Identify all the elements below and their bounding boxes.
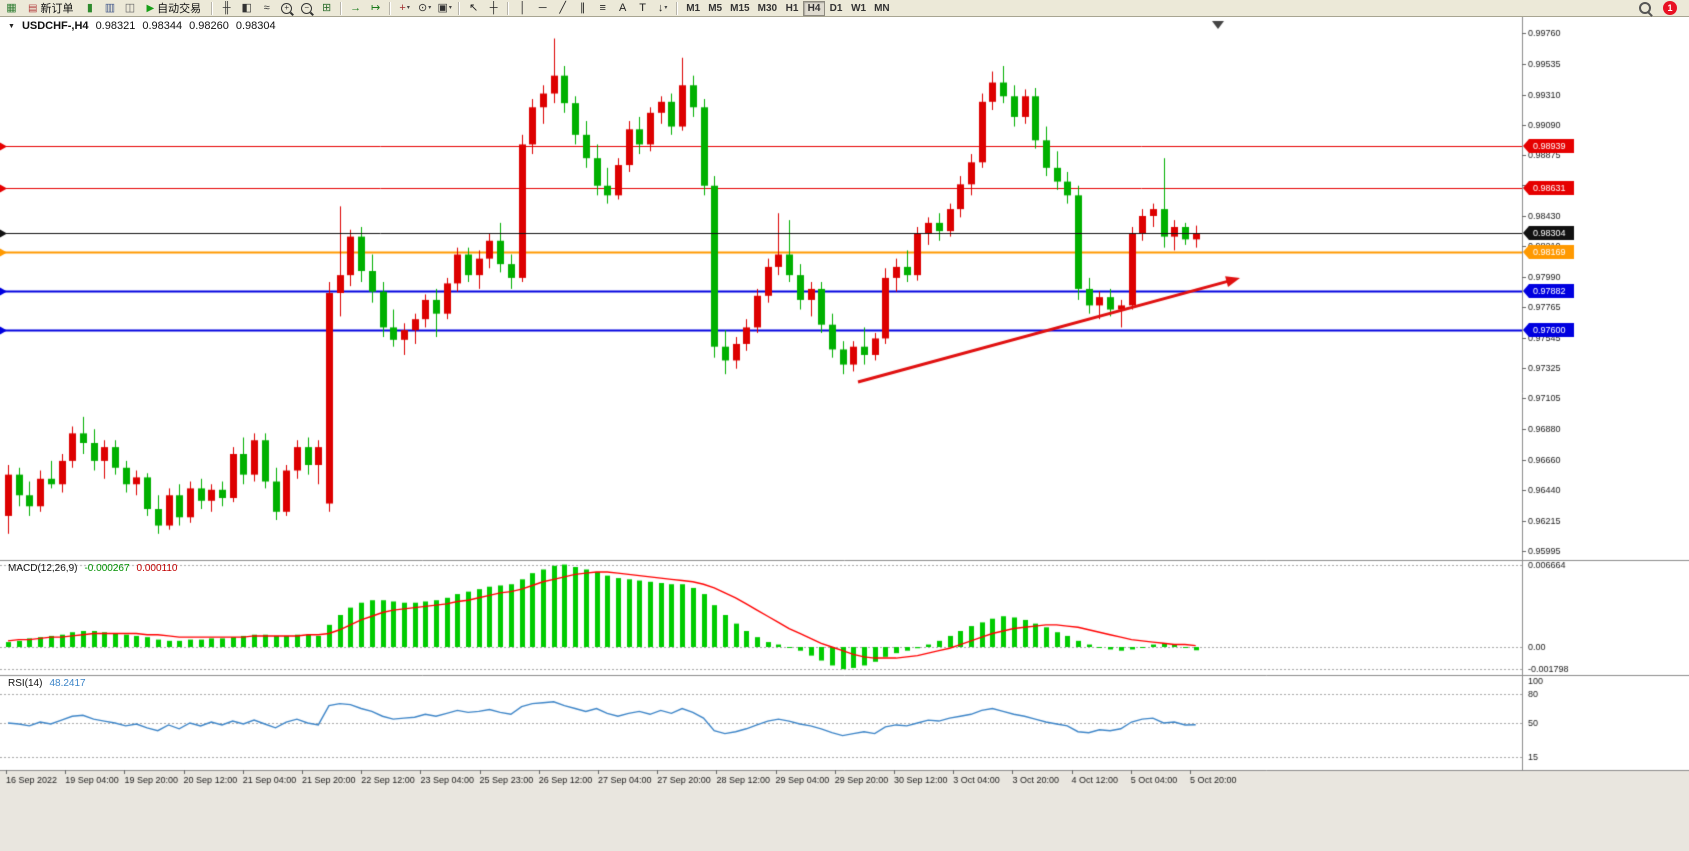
bar-chart-icon[interactable]: ╫: [222, 1, 231, 14]
periods-icon[interactable]: ⊙ ▾: [418, 1, 432, 14]
indicators-icon[interactable]: + ▾: [399, 1, 410, 14]
timeframe-m30[interactable]: M30: [754, 1, 781, 16]
timeframe-d1[interactable]: D1: [825, 1, 847, 16]
chart-area: ▼ USDCHF-,H4 0.98321 0.98344 0.98260 0.9…: [0, 17, 1689, 851]
timeframe-h1[interactable]: H1: [781, 1, 803, 16]
text-icon[interactable]: A: [618, 1, 627, 14]
arrows-icon[interactable]: ↓ ▾: [657, 1, 668, 14]
chart-shift-icon[interactable]: ↦: [371, 1, 381, 14]
zoom-in-icon-glyph: +: [281, 2, 293, 14]
timeframe-m1[interactable]: M1: [682, 1, 704, 16]
toolbar-separator: [507, 1, 510, 15]
indicators-icon-caret: ▾: [406, 4, 410, 11]
auto-trading-button-label: 自动交易: [157, 3, 202, 15]
candlestick-chart-icon[interactable]: ◧: [241, 1, 252, 14]
new-order-icon: ▤: [28, 2, 38, 14]
tile-windows-icon[interactable]: ⊞: [322, 1, 332, 14]
timeframe-mn[interactable]: MN: [870, 1, 894, 16]
line-chart-icon[interactable]: ≈: [263, 1, 270, 14]
toolbar-separator: [211, 1, 214, 15]
vertical-line-icon[interactable]: │: [519, 1, 527, 14]
zoom-in-icon[interactable]: +: [277, 0, 296, 17]
toolbar-separator: [458, 1, 461, 15]
auto-scroll-icon[interactable]: →: [350, 1, 362, 14]
templates-icon[interactable]: ▣ ▾: [437, 1, 452, 14]
toolbar: ▦ ▤ 新订单 ▮ ▥ ◫ ▶ 自动交易 ╫ ◧ ≈ + − ⊞ → ↦ + ▾ ⊙ ▾ ▣ ▾ ↖ ┼ │ ─ ╱ ∥ ≡ A T ↓ ▾ M1…: [0, 0, 1689, 17]
toolbar-separator: [676, 1, 679, 15]
fibonacci-icon[interactable]: ≡: [599, 1, 606, 14]
notification-badge[interactable]: 1: [1663, 1, 1677, 15]
autotrading-play-icon: ▶: [146, 2, 155, 14]
timeframe-h4[interactable]: H4: [803, 0, 826, 16]
trendline-icon[interactable]: ╱: [559, 1, 566, 14]
zoom-out-icon-glyph: −: [301, 2, 313, 14]
label-icon[interactable]: T: [639, 1, 647, 14]
timeframe-m15[interactable]: M15: [726, 1, 753, 16]
timeframe-group: M1 M5 M15 M30 H1 H4 D1 W1 MN: [682, 0, 894, 16]
mobile-app-icon[interactable]: ▮: [86, 1, 93, 14]
one-click-trading-toggle[interactable]: ▼: [8, 22, 15, 30]
arrows-icon-caret: ▾: [664, 4, 668, 11]
zoom-out-icon[interactable]: −: [297, 0, 316, 17]
new-order-button-label: 新订单: [40, 3, 74, 15]
crosshair-icon[interactable]: ┼: [489, 1, 498, 14]
auto-trading-button[interactable]: ▶ 自动交易: [140, 1, 207, 16]
cursor-icon[interactable]: ↖: [469, 1, 479, 14]
headset-icon[interactable]: ◫: [124, 1, 136, 14]
new-order-button[interactable]: ▤ 新订单: [22, 1, 79, 16]
search-icon[interactable]: [1638, 1, 1653, 16]
timeframe-m5[interactable]: M5: [704, 1, 726, 16]
toolbar-right: 1: [1638, 1, 1687, 16]
toolbar-separator: [340, 1, 343, 15]
horizontal-line-icon[interactable]: ─: [538, 1, 547, 14]
periods-icon-caret: ▾: [428, 4, 432, 11]
market-watch-icon[interactable]: ▥: [104, 1, 116, 14]
channel-icon[interactable]: ∥: [579, 1, 586, 14]
toolbar-separator: [389, 1, 392, 15]
timeframe-w1[interactable]: W1: [847, 1, 870, 16]
chart-canvas[interactable]: [0, 17, 1689, 851]
templates-icon-caret: ▾: [448, 4, 452, 11]
new-chart-icon[interactable]: ▦: [6, 1, 17, 14]
